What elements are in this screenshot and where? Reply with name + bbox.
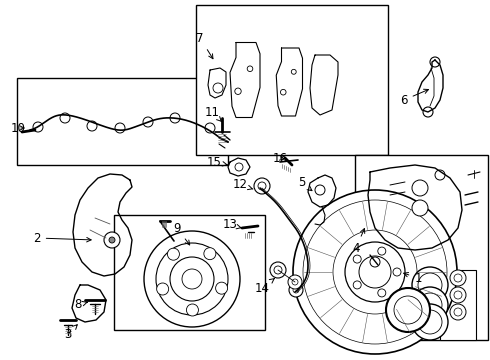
Circle shape [156,243,228,315]
Text: 4: 4 [352,229,365,255]
Circle shape [168,248,179,260]
Text: 7: 7 [196,31,213,59]
Circle shape [213,83,223,93]
Text: 6: 6 [400,89,428,107]
Circle shape [450,304,466,320]
Circle shape [280,89,286,95]
Circle shape [109,237,115,243]
Circle shape [293,287,299,293]
Circle shape [274,266,282,274]
Text: 5: 5 [298,176,312,191]
Circle shape [289,283,303,297]
Circle shape [303,200,447,344]
Circle shape [378,289,386,297]
Circle shape [359,256,391,288]
Circle shape [205,123,215,133]
Circle shape [270,262,286,278]
Circle shape [454,291,462,299]
Bar [440,270,476,340]
Bar [114,215,265,330]
Circle shape [144,231,240,327]
Text: 13: 13 [222,219,241,231]
Circle shape [182,269,202,289]
Circle shape [170,113,180,123]
Circle shape [235,88,241,94]
Circle shape [186,304,198,316]
Circle shape [104,232,120,248]
Text: 8: 8 [74,298,87,311]
Circle shape [412,267,448,303]
Circle shape [412,200,428,216]
Circle shape [288,275,302,289]
Circle shape [418,310,442,334]
Bar [17,78,228,165]
Circle shape [293,190,457,354]
Circle shape [423,107,433,117]
Circle shape [204,248,216,260]
Text: 10: 10 [11,122,25,135]
Circle shape [216,282,228,294]
Circle shape [157,283,169,295]
Circle shape [450,287,466,303]
Circle shape [418,273,442,297]
Circle shape [450,270,466,286]
Circle shape [291,69,296,74]
Circle shape [258,182,266,190]
Text: 16: 16 [272,152,288,165]
Circle shape [378,247,386,255]
Circle shape [115,123,125,133]
Bar [355,155,488,340]
Circle shape [393,268,401,276]
Circle shape [353,281,361,289]
Text: 1: 1 [404,271,422,284]
Circle shape [87,121,97,131]
Circle shape [333,230,417,314]
Text: 3: 3 [64,325,77,341]
Circle shape [454,308,462,316]
Circle shape [418,293,442,317]
Circle shape [386,288,430,332]
Circle shape [254,178,270,194]
Circle shape [412,304,448,340]
Circle shape [435,170,445,180]
Circle shape [412,287,448,323]
Circle shape [247,66,253,72]
Circle shape [353,255,361,263]
Bar [196,5,388,155]
Circle shape [235,163,243,171]
Text: 9: 9 [173,221,190,245]
Circle shape [454,274,462,282]
Circle shape [315,185,325,195]
Text: 14: 14 [254,278,274,294]
Circle shape [430,57,440,67]
Circle shape [394,296,422,324]
Circle shape [412,180,428,196]
Circle shape [370,257,380,267]
Circle shape [33,122,43,132]
Text: 12: 12 [232,179,253,192]
Text: 11: 11 [204,105,221,121]
Circle shape [143,117,153,127]
Circle shape [60,113,70,123]
Circle shape [345,242,405,302]
Circle shape [170,257,214,301]
Text: 2: 2 [33,231,91,244]
Text: 15: 15 [207,156,227,168]
Circle shape [292,279,298,285]
